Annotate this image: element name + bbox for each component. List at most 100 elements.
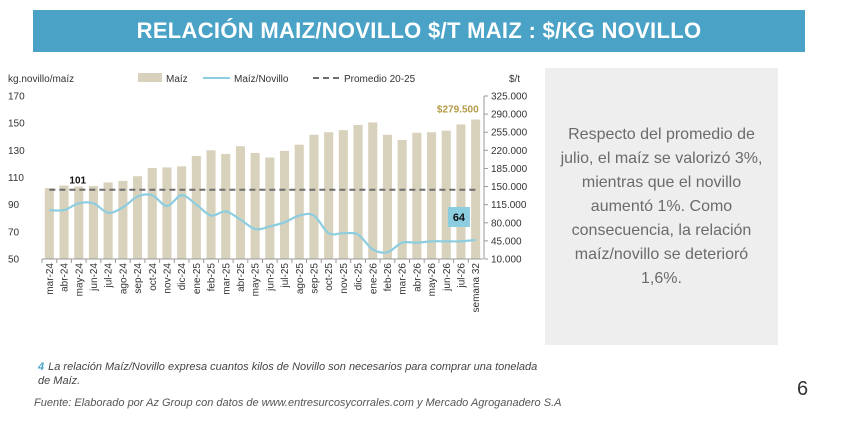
maiz-bar — [456, 124, 466, 259]
last-ratio-badge — [447, 206, 470, 227]
right-tick-label: 115.000 — [491, 200, 527, 211]
x-axis: mar-24 abr-24 may-24 jun-24 jul-24 ago-24 sep-… — [41, 258, 483, 313]
average-value-label: 101 — [69, 176, 86, 187]
maiz-bar — [265, 157, 275, 259]
maiz-bar — [382, 134, 393, 259]
left-tick-label: 50 — [8, 255, 20, 266]
left-tick-label: 170 — [8, 92, 25, 103]
x-tick-label: abr-25 — [236, 263, 247, 292]
legend-label-ratio: Maíz/Novillo — [234, 74, 289, 85]
right-tick-label: 185.000 — [491, 164, 528, 175]
x-tick-label: ago-25 — [295, 263, 306, 295]
left-tick-label: 110 — [8, 173, 24, 184]
left-axis-label: kg.novillo/maíz — [8, 74, 74, 85]
maiz-bar — [353, 124, 363, 259]
maiz-bar — [59, 185, 69, 259]
maiz-bar — [309, 134, 319, 259]
x-tick-label: feb-26 — [383, 263, 394, 292]
right-y-axis: 325.000 290.000 255.000 220.000 185.000 150.0… — [483, 92, 528, 266]
x-tick-label: may-26 — [427, 263, 438, 297]
last-ratio-label: 64 — [453, 212, 466, 224]
chart-legend: Maíz Maíz/Novillo Promedio 20-25 — [138, 73, 416, 85]
x-tick-label: ene-26 — [368, 263, 379, 295]
x-tick-label: nov-25 — [339, 263, 350, 294]
maiz-bar — [412, 132, 422, 259]
maiz-bar — [191, 156, 201, 259]
maiz-bar — [74, 186, 84, 259]
right-tick-label: 45.000 — [491, 236, 522, 247]
left-tick-label: 150 — [8, 119, 25, 130]
last-bar-value-label: $279.500 — [437, 105, 479, 116]
x-tick-label: mar-25 — [221, 263, 232, 295]
x-tick-label: may-25 — [251, 263, 262, 297]
right-axis-label: $/t — [509, 74, 520, 85]
x-tick-label: jul-25 — [280, 263, 291, 289]
maiz-bars — [44, 119, 481, 259]
maiz-bar — [103, 182, 113, 259]
right-tick-label: 150.000 — [491, 182, 528, 193]
left-y-axis: 170 150 130 110 90 70 50 — [8, 92, 25, 266]
legend-swatch-maiz — [138, 73, 162, 82]
footnote-text: La relación Maíz/Novillo expresa cuantos… — [38, 361, 538, 387]
maiz-bar — [279, 150, 290, 259]
report-banner-title: RELACIÓN MAIZ/NOVILLO $/T MAIZ : $/KG NO… — [33, 10, 805, 52]
maiz-bar — [294, 144, 304, 259]
footnote: 4 La relación Maíz/Novillo expresa cuanto… — [38, 360, 538, 388]
maiz-bar — [88, 186, 99, 259]
maiz-bar — [162, 167, 172, 259]
x-tick-label: feb-25 — [207, 263, 218, 292]
commentary-text: Respecto del promedio de julio, el maíz … — [560, 125, 763, 287]
maiz-bar — [397, 139, 407, 259]
maiz-bar — [441, 130, 451, 259]
x-tick-label: ago-24 — [118, 263, 129, 295]
x-tick-label: mar-24 — [45, 263, 56, 295]
x-tick-label: sep-24 — [133, 263, 144, 294]
maiz-bar — [177, 166, 187, 259]
x-tick-label: abr-24 — [60, 263, 71, 292]
x-tick-label: mar-26 — [398, 263, 409, 295]
maiz-bar — [221, 153, 231, 259]
maiz-bar — [118, 180, 128, 259]
x-tick-label: dic-24 — [177, 263, 188, 291]
maiz-bar — [426, 132, 437, 259]
maiz-bar — [235, 146, 246, 259]
chart-annotations: $279.500 101 64 — [69, 105, 479, 227]
maiz-bar — [147, 167, 157, 259]
x-tick-label: dic-25 — [354, 263, 365, 291]
x-tick-label: nov-24 — [162, 263, 173, 294]
x-tick-label: oct-24 — [148, 263, 159, 291]
page-number: 6 — [797, 378, 809, 400]
maize-steer-ratio-chart: kg.novillo/maíz $/t Maíz Maíz/Novillo Pr… — [8, 73, 528, 313]
right-tick-label: 325.000 — [491, 92, 528, 103]
x-tick-label: abr-26 — [412, 263, 423, 292]
maiz-bar — [206, 150, 216, 259]
chart-lines — [49, 188, 476, 254]
x-tick-label: jun-26 — [442, 263, 453, 292]
maiz-bar — [338, 130, 348, 259]
x-tick-label: jul-26 — [456, 263, 467, 289]
left-tick-label: 130 — [8, 146, 25, 157]
right-tick-label: 80.000 — [491, 218, 522, 229]
x-tick-label: sep-25 — [309, 263, 320, 294]
left-tick-label: 70 — [8, 227, 20, 238]
footnote-number: 4 — [38, 361, 45, 373]
right-tick-label: 255.000 — [491, 128, 528, 139]
x-tick-label: oct-25 — [324, 263, 335, 291]
ratio-line — [49, 193, 476, 254]
maiz-bar — [44, 188, 54, 259]
right-tick-label: 220.000 — [491, 146, 528, 157]
legend-label-maiz: Maíz — [166, 74, 188, 85]
right-tick-label: 290.000 — [491, 110, 528, 121]
maiz-bar — [471, 119, 481, 259]
right-tick-label: 10.000 — [491, 255, 522, 266]
x-tick-label: jun-25 — [265, 263, 276, 292]
x-tick-label: jun-24 — [89, 263, 100, 292]
maiz-bar — [250, 152, 260, 259]
x-tick-label: may-24 — [74, 263, 85, 297]
legend-label-avg: Promedio 20-25 — [344, 74, 416, 85]
x-tick-label: jul-24 — [104, 263, 115, 289]
x-tick-label: semana 32 — [471, 263, 482, 313]
commentary-box: Respecto del promedio de julio, el maíz … — [545, 68, 778, 345]
left-tick-label: 90 — [8, 200, 20, 211]
maiz-bar — [324, 132, 334, 259]
